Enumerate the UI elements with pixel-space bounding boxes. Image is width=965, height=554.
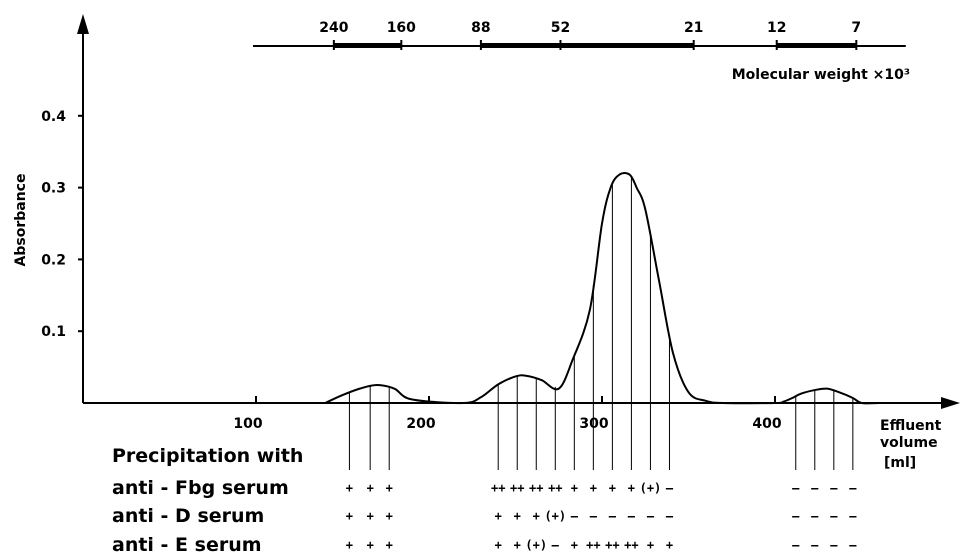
precipitation-symbol: + <box>367 509 374 523</box>
precipitation-symbol: ++ <box>586 538 600 552</box>
mw-marker-label: 160 <box>387 20 416 36</box>
molecular-weight-axis: 240 160 88 52 21 12 7 Molecular weight ×10³ <box>253 20 910 83</box>
precipitation-symbol: + <box>367 481 374 495</box>
x-axis-arrow <box>941 397 960 409</box>
precipitation-symbol: + <box>346 481 353 495</box>
precipitation-symbol: – <box>552 538 560 552</box>
precipitation-title: Precipitation with <box>112 445 303 467</box>
mw-marker-label: 88 <box>471 20 490 36</box>
precipitation-symbol: – <box>811 538 819 552</box>
precipitation-symbol: + <box>386 509 393 523</box>
precipitation-symbol: – <box>571 509 579 523</box>
mw-band <box>333 43 402 48</box>
y-tick-label: 0.2 <box>41 252 66 268</box>
x-tick-label: 100 <box>233 416 262 432</box>
precipitation-symbol: – <box>849 509 857 523</box>
y-tick-label: 0.3 <box>41 181 66 197</box>
x-axis-label-line-2: volume <box>880 435 938 451</box>
precipitation-row-label: anti - Fbg serum <box>112 477 289 499</box>
precipitation-symbol: (+) <box>525 538 547 552</box>
precipitation-symbol: + <box>346 538 353 552</box>
precipitation-symbol: + <box>514 509 521 523</box>
precipitation-symbol: – <box>666 481 674 495</box>
x-tick-label: 400 <box>752 416 781 432</box>
precipitation-symbol: + <box>386 481 393 495</box>
mw-marker-label: 21 <box>684 20 703 36</box>
precipitation-symbol: + <box>495 509 502 523</box>
precipitation-symbol: + <box>533 509 540 523</box>
x-tick-label: 300 <box>579 416 608 432</box>
precipitation-symbol: + <box>609 481 616 495</box>
y-tick-label: 0.4 <box>41 109 66 125</box>
precipitation-symbol: – <box>830 509 838 523</box>
precipitation-symbol: (+) <box>544 509 566 523</box>
precipitation-symbol: – <box>628 509 636 523</box>
y-tick-label: 0.1 <box>41 324 66 340</box>
mw-axis-label: Molecular weight ×10³ <box>732 67 910 83</box>
y-axis-arrow <box>77 14 89 34</box>
mw-marker-label: 52 <box>551 20 570 36</box>
precipitation-symbol: – <box>849 481 857 495</box>
precipitation-symbol: – <box>792 481 800 495</box>
precipitation-symbol: – <box>792 509 800 523</box>
precipitation-row-label: anti - D serum <box>112 505 264 527</box>
precipitation-symbol: + <box>514 538 521 552</box>
precipitation-symbol: – <box>590 509 598 523</box>
precipitation-symbol: + <box>590 481 597 495</box>
precipitation-symbol: + <box>346 509 353 523</box>
x-tick-label: 200 <box>406 416 435 432</box>
precipitation-symbol: ++ <box>491 481 505 495</box>
x-axis-label: Effluent volume [ml] <box>880 418 942 471</box>
precipitation-symbol: (+) <box>640 481 662 495</box>
axes <box>77 14 960 409</box>
precipitation-symbol: – <box>849 538 857 552</box>
precipitation-symbol: ++ <box>624 538 638 552</box>
precipitation-symbol: ++ <box>529 481 543 495</box>
precipitation-symbol: ++ <box>605 538 619 552</box>
precipitation-symbol: + <box>367 538 374 552</box>
precipitation-symbol: – <box>609 509 617 523</box>
precipitation-symbol: + <box>495 538 502 552</box>
mw-marker-label: 7 <box>851 20 861 36</box>
precipitation-symbol: – <box>811 481 819 495</box>
x-axis-label-line-1: Effluent <box>880 418 942 434</box>
fraction-lines <box>348 177 854 470</box>
y-ticks: 0.1 0.2 0.3 0.4 <box>41 109 83 340</box>
precipitation-symbol: – <box>666 509 674 523</box>
precipitation-symbol: + <box>628 481 635 495</box>
precipitation-symbol: – <box>647 509 655 523</box>
x-axis-label-line-3: [ml] <box>884 455 916 471</box>
mw-band <box>776 43 857 48</box>
mw-band <box>480 43 694 48</box>
precipitation-symbol: ++ <box>510 481 524 495</box>
precipitation-symbol: ++ <box>548 481 562 495</box>
precipitation-symbol: – <box>830 538 838 552</box>
precipitation-symbol: – <box>811 509 819 523</box>
precipitation-symbol: + <box>571 538 578 552</box>
mw-marker-label: 12 <box>767 20 786 36</box>
precipitation-symbol: + <box>647 538 654 552</box>
y-axis-label: Absorbance <box>13 174 29 267</box>
precipitation-row-label: anti - E serum <box>112 534 262 554</box>
mw-marker-label: 240 <box>319 20 348 36</box>
precipitation-symbol: – <box>792 538 800 552</box>
precipitation-symbol: + <box>571 481 578 495</box>
precipitation-symbol: – <box>830 481 838 495</box>
precipitation-symbol: + <box>666 538 673 552</box>
precipitation-symbol: + <box>386 538 393 552</box>
x-ticks: 100 200 300 400 <box>233 396 782 432</box>
absorbance-curve <box>324 172 879 405</box>
